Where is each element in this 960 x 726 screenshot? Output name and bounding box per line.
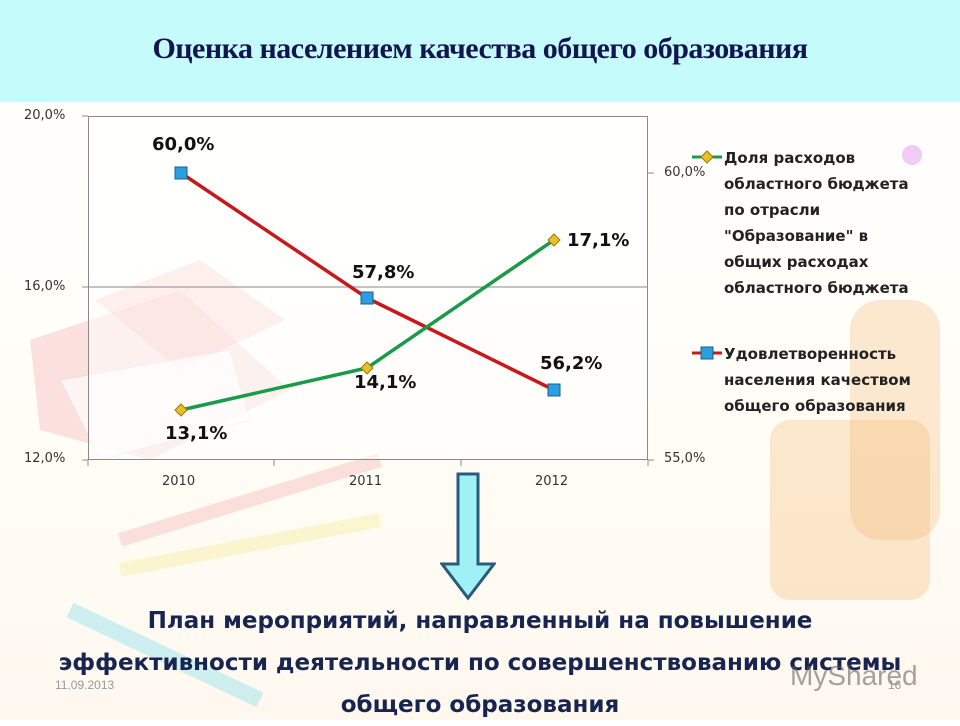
left-axis-tick: 20,0% <box>24 108 66 123</box>
red-square-line-icon <box>692 346 722 360</box>
watermark: MyShared <box>790 660 918 691</box>
legend-item-satisfaction: Удовлетворенность населения качеством об… <box>692 341 932 419</box>
data-label: 56,2% <box>540 353 603 374</box>
footer-date: 11.09.2013 <box>55 678 115 692</box>
data-label: 14,1% <box>354 372 417 393</box>
data-label: 17,1% <box>567 230 630 251</box>
chart-legend: Доля расходов областного бюджета по отра… <box>692 145 932 419</box>
action-plan-text: План мероприятий, направленный на повыше… <box>58 608 902 718</box>
data-label: 13,1% <box>165 423 228 444</box>
slide-title: Оценка населением качества общего образо… <box>152 32 808 65</box>
x-axis-tick: 2010 <box>162 474 196 489</box>
data-label: 57,8% <box>352 262 415 283</box>
left-axis-tick: 12,0% <box>24 451 66 466</box>
right-axis-tick: 55,0% <box>664 451 706 466</box>
down-arrow-icon <box>440 472 496 601</box>
data-label: 60,0% <box>152 134 215 155</box>
left-axis-tick: 16,0% <box>24 279 66 294</box>
title-band <box>0 0 960 102</box>
x-axis-tick: 2012 <box>535 474 569 489</box>
plot-area <box>88 116 648 460</box>
green-diamond-line-icon <box>692 150 722 164</box>
x-axis-tick: 2011 <box>349 474 383 489</box>
page-number: 16 <box>888 678 902 692</box>
legend-item-budget-share: Доля расходов областного бюджета по отра… <box>692 145 932 301</box>
right-axis-tick: 60,0% <box>664 165 706 180</box>
